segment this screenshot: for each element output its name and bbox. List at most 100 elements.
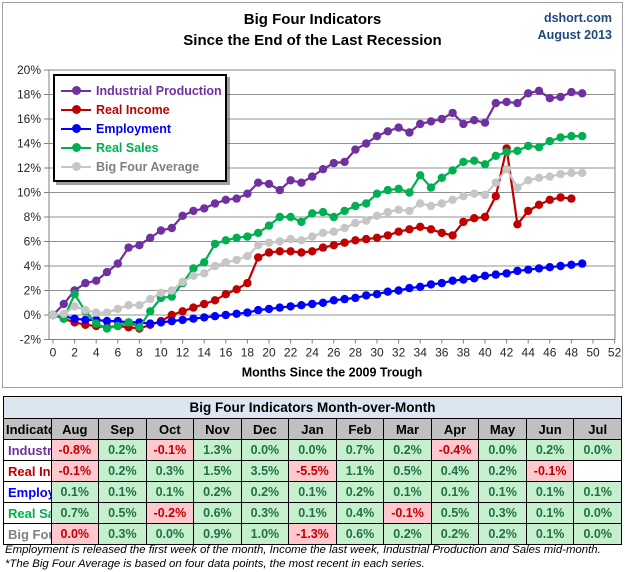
data-point bbox=[405, 128, 414, 137]
value-cell: 0.6% bbox=[335, 523, 385, 545]
data-point bbox=[297, 236, 306, 245]
plot-border bbox=[48, 69, 616, 340]
data-point bbox=[480, 160, 490, 169]
value-cell: 0.0% bbox=[145, 523, 195, 545]
value-cell: 0.3% bbox=[478, 502, 527, 524]
value-cell: 0.4% bbox=[335, 502, 385, 524]
value-cell: 1.3% bbox=[193, 439, 242, 461]
data-point bbox=[286, 234, 295, 244]
data-point bbox=[578, 89, 587, 98]
y-tick-label: -2% bbox=[20, 333, 42, 347]
footnote-average-note: *The Big Four Average is based on four d… bbox=[5, 557, 425, 570]
data-point bbox=[448, 231, 457, 240]
data-point bbox=[372, 290, 382, 299]
data-point bbox=[448, 195, 457, 204]
value-cell: 0.3% bbox=[98, 523, 147, 545]
data-point bbox=[394, 123, 403, 132]
data-point bbox=[480, 271, 490, 280]
value-cell: 0.3% bbox=[145, 460, 195, 482]
data-point bbox=[491, 270, 500, 279]
data-point bbox=[113, 304, 123, 314]
data-point bbox=[70, 314, 79, 323]
data-point bbox=[264, 248, 274, 257]
data-point bbox=[437, 114, 446, 124]
x-tick-label: 52 bbox=[608, 346, 622, 360]
value-cell: 0.0% bbox=[573, 523, 622, 545]
data-point bbox=[416, 199, 425, 208]
data-point bbox=[470, 214, 479, 223]
data-point bbox=[416, 119, 425, 129]
value-cell: 0.3% bbox=[240, 502, 290, 524]
value-cell: 0.1% bbox=[430, 481, 480, 503]
data-point bbox=[416, 282, 425, 291]
data-point bbox=[556, 193, 565, 202]
x-tick-label: 8 bbox=[136, 346, 143, 360]
data-point bbox=[383, 207, 392, 217]
data-point bbox=[351, 145, 360, 154]
y-tick-label: 6% bbox=[24, 235, 42, 249]
data-point bbox=[534, 86, 544, 96]
data-point bbox=[308, 247, 317, 256]
data-point bbox=[534, 264, 544, 273]
y-tick-label: 12% bbox=[17, 161, 41, 175]
value-cell: -0.8% bbox=[50, 439, 100, 461]
data-point bbox=[426, 225, 436, 234]
data-point bbox=[329, 158, 338, 168]
data-point bbox=[210, 199, 220, 208]
table-title: Big Four Indicators Month-over-Month bbox=[3, 396, 622, 419]
indicator-name: Big Four Average* bbox=[3, 523, 52, 545]
indicator-name: Real Income bbox=[3, 460, 52, 482]
data-point bbox=[254, 178, 263, 187]
table-header-row: IndicatorAugSepOctNovDecJanFebMarAprMayJ… bbox=[3, 418, 622, 440]
data-point bbox=[318, 298, 328, 307]
x-tick-label: 44 bbox=[522, 346, 536, 360]
data-point bbox=[437, 199, 446, 208]
value-cell: 0.2% bbox=[240, 481, 290, 503]
data-point bbox=[92, 276, 101, 285]
data-point bbox=[200, 258, 209, 267]
data-point bbox=[275, 185, 284, 195]
data-point bbox=[92, 319, 101, 328]
data-point bbox=[405, 206, 414, 216]
x-tick-label: 40 bbox=[478, 346, 492, 360]
value-cell: 0.2% bbox=[525, 439, 575, 461]
x-tick-label: 30 bbox=[370, 346, 384, 360]
data-point bbox=[405, 188, 414, 197]
data-point bbox=[329, 227, 338, 236]
value-cell: 0.0% bbox=[573, 439, 622, 461]
data-point bbox=[340, 157, 349, 167]
data-point bbox=[383, 127, 392, 136]
x-tick-label: 4 bbox=[93, 346, 100, 360]
x-tick-label: 24 bbox=[306, 346, 320, 360]
data-point bbox=[102, 308, 112, 317]
data-point bbox=[372, 189, 382, 198]
data-point bbox=[167, 310, 176, 320]
x-tick-label: 34 bbox=[414, 346, 428, 360]
data-point bbox=[210, 239, 220, 249]
value-cell: -0.2% bbox=[145, 502, 195, 524]
value-cell: 0.2% bbox=[335, 481, 385, 503]
data-point bbox=[437, 173, 446, 182]
data-point bbox=[545, 172, 554, 181]
data-point bbox=[232, 309, 241, 318]
data-point bbox=[48, 310, 58, 320]
data-point bbox=[308, 299, 317, 309]
data-point bbox=[534, 200, 544, 209]
data-point bbox=[448, 108, 457, 118]
data-point bbox=[567, 131, 576, 141]
x-tick-label: 46 bbox=[543, 346, 557, 360]
legend-marker-icon bbox=[61, 124, 91, 133]
data-point bbox=[297, 248, 306, 257]
data-point bbox=[383, 185, 392, 195]
data-point bbox=[210, 296, 220, 305]
table-row: Big Four Average*0.0%0.3%0.0%0.9%1.0%-1.… bbox=[3, 523, 622, 545]
value-cell: 0.4% bbox=[430, 460, 480, 482]
data-point bbox=[264, 304, 274, 314]
data-point bbox=[545, 136, 554, 146]
value-cell: 0.1% bbox=[525, 481, 575, 503]
data-point bbox=[221, 310, 230, 320]
data-point bbox=[545, 263, 554, 272]
value-cell: 1.5% bbox=[193, 460, 242, 482]
data-point bbox=[135, 301, 144, 310]
data-point bbox=[59, 309, 68, 318]
